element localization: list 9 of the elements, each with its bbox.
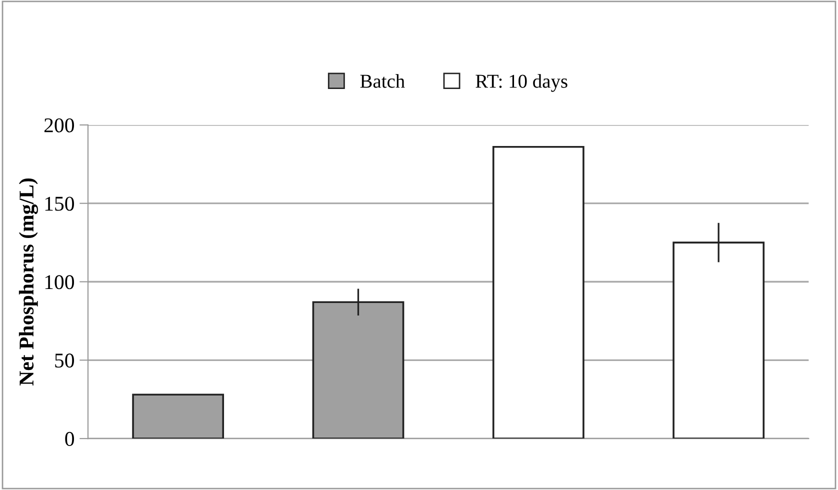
legend-label: Batch bbox=[360, 74, 405, 88]
y-tick-label: 0 bbox=[65, 432, 74, 446]
y-tick-label: 100 bbox=[45, 275, 74, 290]
y-tick-label: 200 bbox=[44, 118, 74, 132]
y-tick-label: 150 bbox=[45, 196, 74, 211]
legend-label: RT: 10 days bbox=[476, 74, 568, 92]
y-tick-label: 50 bbox=[55, 354, 74, 368]
y-axis-title: Net Phosphorus (mg/L) bbox=[18, 178, 38, 386]
bar bbox=[492, 146, 584, 439]
